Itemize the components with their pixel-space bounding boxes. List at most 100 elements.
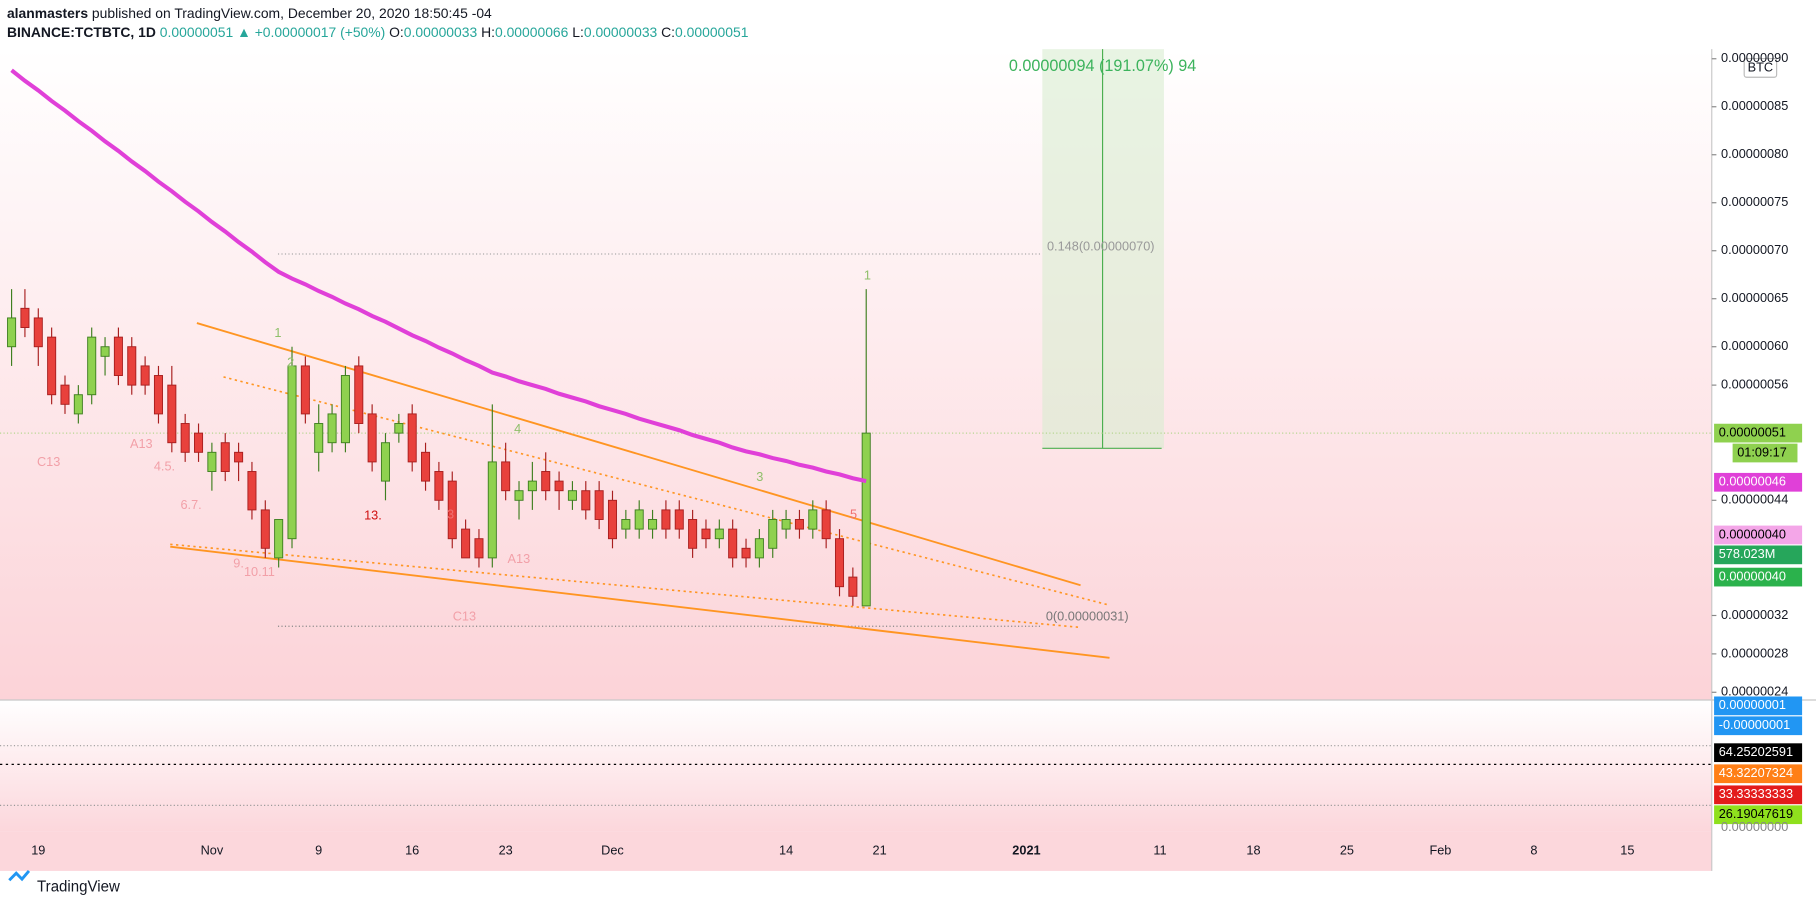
- symbol-line: BINANCE:TCTBTC, 1D 0.00000051 ▲ +0.00000…: [7, 23, 749, 39]
- h-label: H:: [481, 23, 495, 39]
- td-label: C13: [453, 608, 476, 623]
- td-label: 9.: [233, 556, 244, 571]
- pane-label-bg: [1714, 716, 1803, 736]
- pane-label: 33.33333333: [1719, 786, 1793, 801]
- candle-body: [367, 413, 377, 463]
- candle-body: [47, 336, 57, 396]
- o: 0.00000033: [404, 23, 478, 39]
- candle-body: [87, 336, 97, 396]
- axis-label-bg: [1714, 525, 1803, 545]
- candle-body: [794, 519, 804, 530]
- header-line: alanmasters published on TradingView.com…: [7, 5, 492, 21]
- candle-body: [834, 538, 845, 588]
- td-label: 3: [447, 506, 454, 521]
- currency-badge: [1743, 57, 1778, 78]
- td-label: 2: [287, 354, 294, 369]
- candle-body: [541, 471, 551, 492]
- candle-body: [728, 528, 738, 559]
- candle-body: [688, 519, 698, 549]
- td-label: 4: [514, 421, 521, 436]
- candle-body: [180, 423, 190, 453]
- axis-label-bg: [1714, 472, 1803, 492]
- candle-body: [421, 451, 431, 482]
- x-tick-label: 18: [1246, 842, 1260, 857]
- x-tick-label: 25: [1340, 842, 1354, 857]
- candle-body: [234, 451, 244, 463]
- candle-body: [153, 375, 163, 415]
- candle-body: [60, 384, 70, 405]
- candle-body: [607, 499, 618, 540]
- candle-body: [527, 480, 537, 492]
- candle-body: [434, 471, 444, 501]
- candle-body: [581, 490, 591, 511]
- x-tick-label: 23: [499, 842, 513, 857]
- candle-body: [701, 528, 711, 540]
- candle-body: [447, 480, 457, 540]
- axis-label: 578.023M: [1719, 546, 1776, 561]
- trend-line: [170, 543, 1081, 629]
- candle-body: [274, 519, 284, 559]
- x-tick-label: Feb: [1429, 842, 1451, 857]
- candle-body: [7, 317, 17, 348]
- candle-body: [861, 432, 871, 607]
- h: 0.00000066: [495, 23, 569, 39]
- pane-label-bg: [1714, 696, 1803, 716]
- candle-body: [394, 423, 404, 434]
- td-label: 10.11: [244, 564, 275, 579]
- td-label: 5: [850, 506, 857, 521]
- axis-label-bg: [1714, 545, 1803, 565]
- candle-body: [260, 509, 270, 549]
- candle-body: [594, 490, 604, 520]
- td-label: 4.5.: [154, 458, 175, 473]
- published: published on TradingView.com, December 2…: [92, 5, 492, 21]
- candle-body: [207, 451, 217, 472]
- pane-label: 64.25202591: [1719, 744, 1793, 759]
- y-tick-label: 0.00000060: [1721, 338, 1788, 353]
- td-label: C13: [37, 454, 60, 469]
- pane-label-bg: [1714, 743, 1803, 763]
- fib-label: 0.148(0.00000070): [1047, 238, 1155, 253]
- y-tick-label: 0.00000080: [1721, 146, 1788, 161]
- x-tick-label: 2021: [1012, 842, 1040, 857]
- candle-body: [754, 538, 764, 559]
- author: alanmasters: [7, 5, 88, 21]
- y-tick-label: 0.00000070: [1721, 242, 1788, 257]
- candle-body: [100, 346, 110, 357]
- main-pane: [0, 49, 1712, 701]
- candle-body: [354, 365, 364, 424]
- pane-label: -0.00000001: [1719, 717, 1790, 732]
- y-tick-label: 0.00000090: [1721, 50, 1788, 65]
- candle-body: [127, 346, 137, 386]
- candle-body: [380, 442, 390, 482]
- candle-body: [461, 528, 471, 559]
- candle-body: [567, 490, 577, 501]
- x-tick-label: 16: [405, 842, 419, 857]
- symbol: BINANCE:TCTBTC, 1D: [7, 23, 156, 39]
- candle-body: [848, 576, 858, 597]
- x-tick-label: 8: [1530, 842, 1537, 857]
- candle-body: [167, 384, 177, 444]
- y-tick-label: 0.00000075: [1721, 194, 1788, 209]
- pane-label-bg: [1714, 764, 1803, 784]
- td-labels: 1 5 3 C13 A13 13. 9. 10.11 4.5. 6.7. C13…: [37, 268, 871, 624]
- td-label: 6.7.: [180, 497, 201, 512]
- candle-body: [220, 442, 230, 472]
- candle-body: [808, 509, 818, 530]
- x-tick-label: 11: [1153, 842, 1166, 857]
- td-label: 3: [756, 469, 763, 484]
- y-tick-label: 0.00000024: [1721, 684, 1788, 699]
- candle-body: [340, 375, 350, 444]
- y-tick-label: 0.00000028: [1721, 645, 1788, 660]
- pane-label: 43.32207324: [1719, 765, 1793, 780]
- indicator-pane: [0, 700, 1712, 832]
- x-tick-label: 9: [315, 842, 322, 857]
- candle-body: [741, 547, 751, 559]
- x-tick-label: 14: [779, 842, 793, 857]
- candle-body: [781, 519, 791, 530]
- y-tick-label: 0.00000085: [1721, 98, 1788, 113]
- candle-body: [300, 365, 310, 415]
- l-label: L:: [572, 23, 584, 39]
- candle-body: [634, 509, 644, 530]
- candle-body: [621, 519, 631, 530]
- candle-body: [247, 471, 257, 511]
